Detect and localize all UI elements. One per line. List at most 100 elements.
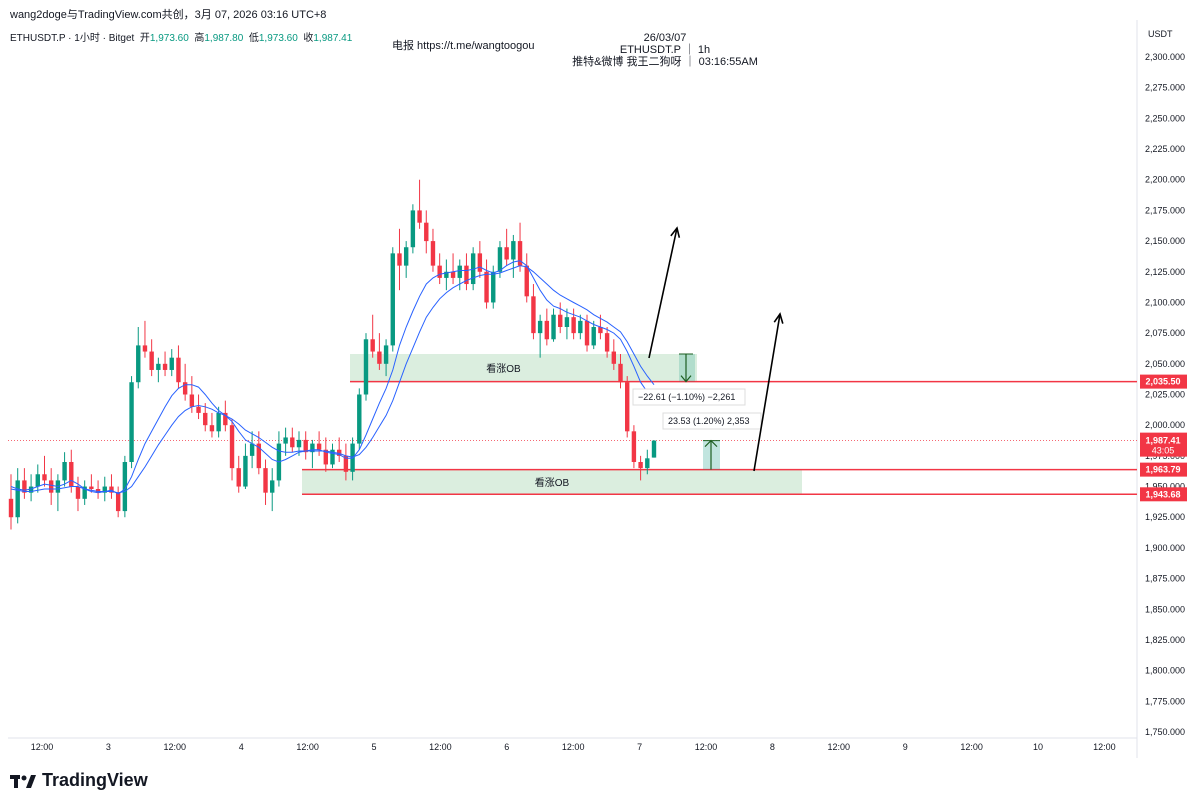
symbol-info: ETHUSDT.P · 1小时 · Bitget: [10, 33, 135, 44]
candle-body: [62, 462, 67, 481]
currency-label: USDT: [1148, 29, 1173, 39]
candle-body: [189, 394, 195, 407]
x-tick-label: 12:00: [695, 742, 718, 752]
x-tick-label: 12:00: [562, 742, 585, 752]
measure-up-label: 23.53 (1.20%) 2,353: [668, 416, 750, 426]
candle-body: [517, 241, 523, 266]
bullish-ob-zone: [350, 354, 697, 382]
candle-body: [484, 271, 489, 303]
candle-body: [336, 449, 342, 456]
y-tick-label: 2,150.000: [1145, 236, 1185, 246]
candle-body: [558, 314, 563, 327]
level-price-label: 2,035.50: [1145, 377, 1180, 387]
high-value: 1,987.80: [204, 33, 244, 44]
candle-body: [430, 241, 436, 266]
x-tick-label: 6: [504, 742, 509, 752]
x-tick-label: 10: [1033, 742, 1043, 752]
y-tick-label: 2,050.000: [1145, 359, 1185, 369]
candle-body: [209, 425, 215, 432]
measure-down-label: −22.61 (−1.10%) −2,261: [638, 392, 735, 402]
candle-body: [450, 271, 456, 278]
candle-body: [303, 439, 308, 453]
x-tick-label: 5: [371, 742, 376, 752]
y-tick-label: 2,125.000: [1145, 267, 1185, 277]
bullish-arrow-upper-head: [670, 226, 681, 238]
candle-body: [377, 351, 382, 364]
candle-body: [75, 486, 81, 499]
x-tick-label: 9: [903, 742, 908, 752]
low-label: 低: [248, 33, 259, 44]
y-tick-label: 1,925.000: [1145, 512, 1185, 522]
y-tick-label: 1,775.000: [1145, 696, 1185, 706]
candle-body: [571, 317, 576, 334]
candle-body: [42, 474, 47, 481]
open-value: 1,973.60: [149, 33, 189, 44]
y-tick-label: 2,275.000: [1145, 83, 1185, 93]
candle-body: [48, 480, 54, 493]
tradingview-footer: TradingView: [10, 770, 148, 791]
candle-body: [390, 253, 395, 346]
candle-body: [584, 320, 590, 346]
candle-body: [470, 253, 476, 285]
candle-body: [182, 382, 188, 395]
header-title: wang2doge与TradingView.com共创，3月 07, 2026 …: [10, 9, 327, 21]
candle-body: [611, 351, 617, 364]
candle-body: [28, 486, 34, 493]
bullish-ob-label: 看涨OB: [486, 362, 521, 375]
candle-body: [464, 265, 469, 285]
y-tick-label: 1,800.000: [1145, 666, 1185, 676]
candle-body: [69, 462, 74, 487]
y-tick-label: 2,300.000: [1145, 52, 1185, 62]
candle-body: [102, 486, 107, 493]
bullish-arrow-upper: [648, 227, 678, 359]
bullish-ob-zone: [302, 469, 802, 495]
bullish-ob-label: 看涨OB: [535, 476, 570, 489]
candle-body: [511, 241, 516, 260]
candle-body: [531, 296, 536, 334]
candle-body: [578, 320, 583, 334]
y-tick-label: 1,875.000: [1145, 574, 1185, 584]
x-tick-label: 12:00: [429, 742, 452, 752]
candle-body: [136, 345, 141, 383]
x-tick-label: 12:00: [164, 742, 187, 752]
moving-average-fast: [10, 260, 655, 495]
candle-body: [35, 474, 40, 487]
candle-body: [203, 412, 208, 426]
candle-body: [263, 468, 268, 493]
y-tick-label: 2,100.000: [1145, 297, 1185, 307]
bullish-arrow-lower-head: [773, 312, 784, 324]
candle-body: [89, 486, 94, 489]
candle-body: [604, 333, 610, 352]
candle-body: [229, 425, 235, 469]
x-tick-label: 4: [239, 742, 244, 752]
bar-countdown: 43:05: [1152, 446, 1175, 456]
candle-body: [444, 271, 449, 278]
candle-body: [323, 449, 329, 465]
y-tick-label: 2,025.000: [1145, 390, 1185, 400]
candle-body: [223, 412, 228, 426]
chart-watermark: 26/03/07 ETHUSDT.P ｜ 1h 推特&微博 我王二狗呀 ｜ 03…: [560, 32, 770, 68]
candle-body: [149, 351, 154, 370]
measure-down-head: [680, 375, 692, 383]
candle-body: [551, 314, 556, 340]
close-label: 收: [303, 33, 314, 44]
candle-body: [437, 265, 442, 278]
candle-body: [290, 437, 295, 448]
candle-body: [196, 406, 201, 413]
ohlc-legend: ETHUSDT.P · 1小时 · Bitget 开1,973.60 高1,98…: [10, 29, 352, 44]
measure-down-box: [632, 388, 746, 406]
candle-body: [477, 253, 483, 272]
candle-body: [169, 357, 174, 370]
x-tick-label: 12:00: [960, 742, 983, 752]
current-price-value: 1,987.41: [1145, 436, 1180, 446]
level-price-tag: [1140, 374, 1187, 389]
watermark-symbol: ETHUSDT.P ｜ 1h: [619, 44, 711, 56]
candle-body: [216, 412, 221, 432]
watermark-social: 推特&微博 我王二狗呀 ｜ 03:16:55AM: [572, 56, 758, 68]
candle-body: [243, 455, 248, 487]
candle-body: [417, 210, 422, 223]
candle-body: [370, 339, 375, 352]
candle-body: [625, 382, 630, 432]
level-price-tag: [1140, 487, 1187, 502]
